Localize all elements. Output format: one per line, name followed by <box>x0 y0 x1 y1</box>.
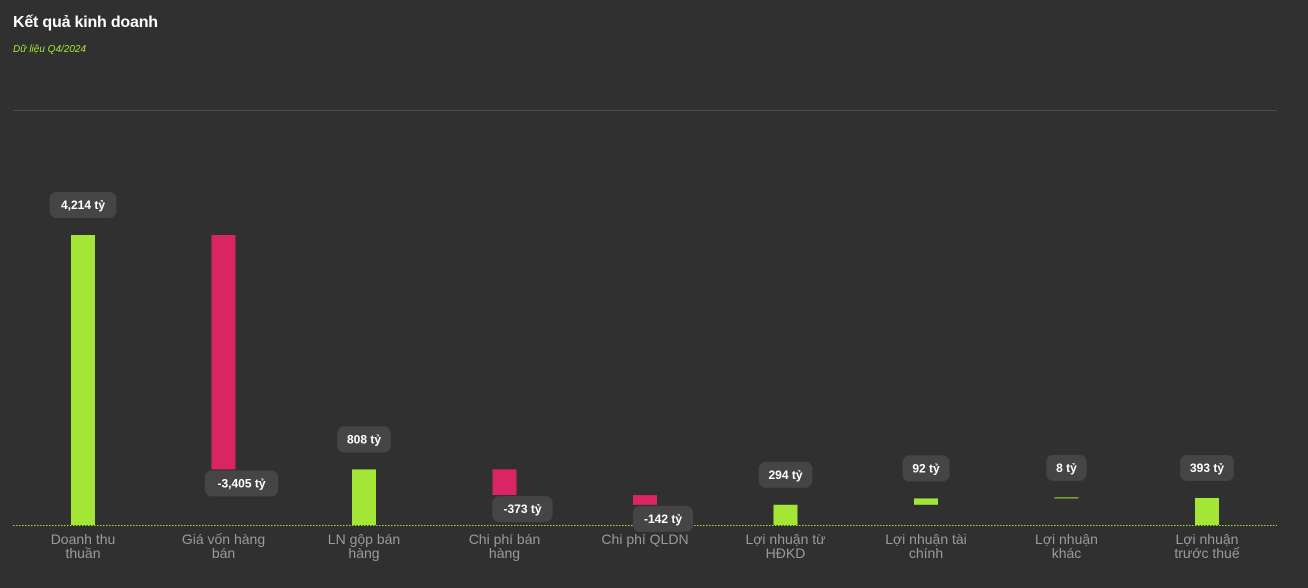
value-label-2: 808 tỷ <box>337 426 391 453</box>
category-label-5-1: HĐKD <box>766 545 806 561</box>
bar-8[interactable] <box>1195 497 1219 525</box>
chart-title: Kết quả kinh doanh <box>13 14 158 31</box>
value-label-7: 8 tỷ <box>1046 454 1087 481</box>
value-label-0: 4,214 tỷ <box>49 192 117 218</box>
value-label-3: -373 tỷ <box>492 496 553 523</box>
category-label-6-1: chính <box>909 545 943 561</box>
chart-subtitle: Dữ liệu Q4/2024 <box>13 44 87 55</box>
value-label-text: 8 tỷ <box>1056 461 1077 475</box>
value-label-4: -142 tỷ <box>632 505 694 532</box>
bar-7[interactable] <box>1054 497 1079 499</box>
value-label-pill <box>902 455 950 482</box>
bar-1[interactable] <box>211 235 236 470</box>
category-label-1-0: Giá vốn hàng <box>182 531 265 547</box>
bar-4[interactable] <box>633 495 657 505</box>
category-label-3-0: Chi phí bán <box>469 531 541 547</box>
value-label-pill <box>337 426 391 453</box>
category-label-1-1: bán <box>212 545 235 561</box>
value-label-1: -3,405 tỷ <box>204 470 279 497</box>
value-label-8: 393 tỷ <box>1180 454 1234 481</box>
category-label-2-1: hàng <box>348 545 379 561</box>
value-label-text: -373 tỷ <box>503 502 541 516</box>
value-label-pill <box>632 505 694 532</box>
category-label-3-1: hàng <box>489 545 520 561</box>
value-label-pill <box>758 461 813 488</box>
value-label-pill <box>49 192 117 218</box>
value-label-pill <box>204 470 279 497</box>
bar-0[interactable] <box>71 235 95 525</box>
category-label-0-0: Doanh thu <box>51 531 116 547</box>
bar-3[interactable] <box>492 469 517 496</box>
category-label-7-1: khác <box>1052 545 1082 561</box>
value-label-text: 92 tỷ <box>912 461 940 475</box>
value-label-text: 393 tỷ <box>1190 461 1224 475</box>
bar-5[interactable] <box>773 504 798 525</box>
value-label-pill <box>1046 454 1087 481</box>
value-label-pill <box>1180 454 1234 481</box>
category-label-4-0: Chi phí QLDN <box>601 531 688 547</box>
value-label-text: 294 tỷ <box>768 468 802 482</box>
value-label-text: -142 tỷ <box>644 512 682 526</box>
category-label-7-0: Lợi nhuận <box>1035 531 1098 547</box>
value-label-6: 92 tỷ <box>902 455 950 482</box>
category-label-6-0: Lợi nhuận tài <box>885 531 967 547</box>
value-label-pill <box>492 496 553 523</box>
category-label-0-1: thuần <box>65 545 100 561</box>
value-label-text: -3,405 tỷ <box>217 476 265 490</box>
category-label-5-0: Lợi nhuận từ <box>745 531 825 547</box>
value-label-text: 808 tỷ <box>347 432 381 446</box>
category-label-8-1: trước thuế <box>1174 545 1239 561</box>
category-label-2-0: LN gộp bán <box>328 531 400 547</box>
bar-2[interactable] <box>352 469 376 525</box>
value-label-text: 4,214 tỷ <box>61 198 105 212</box>
category-label-8-0: Lợi nhuận <box>1176 531 1239 547</box>
bar-6[interactable] <box>914 498 938 505</box>
value-label-5: 294 tỷ <box>758 461 813 488</box>
